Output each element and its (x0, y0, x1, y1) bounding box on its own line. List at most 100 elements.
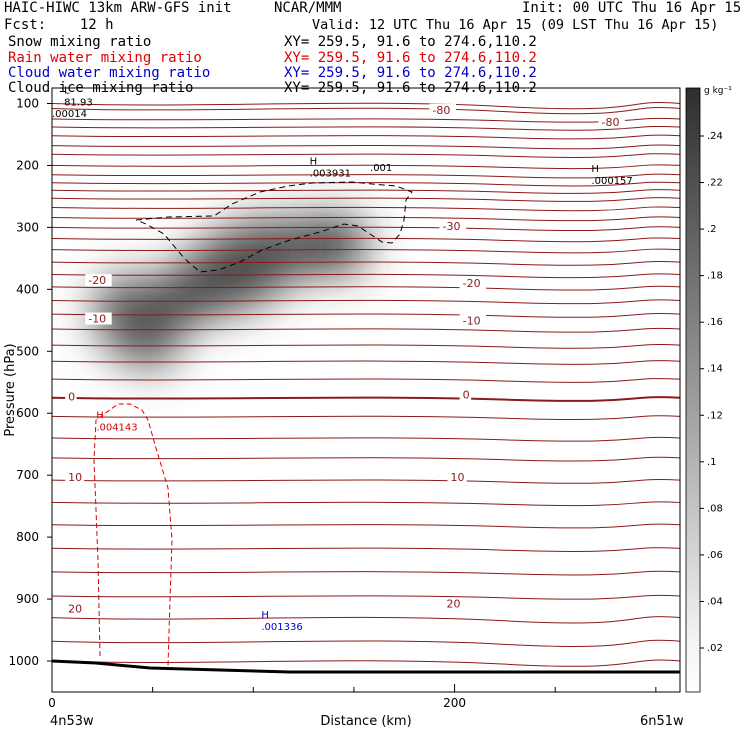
isotherm (51, 125, 681, 131)
isotherm (51, 327, 681, 333)
isotherm (51, 117, 681, 123)
cloud-water-legend-xy: XY= 259.5, 91.6 to 274.6,110.2 (284, 65, 537, 81)
x-tick-label: 0 (48, 696, 56, 710)
isotherm-label: -20 (88, 274, 106, 287)
isotherm (51, 153, 681, 158)
isotherm-label: 0 (463, 389, 470, 402)
isotherm-label: -80 (432, 104, 450, 117)
isotherm-label-bg (429, 103, 456, 116)
isotherm-labels: -80 -80 -30 -20 -20 -10 -10 0 0 10 10 20 20 (65, 103, 625, 615)
terrain-line (51, 659, 680, 674)
isotherm (51, 547, 681, 552)
isotherm (51, 237, 681, 243)
isotherm-label-bg (447, 471, 467, 484)
isotherm (51, 164, 681, 170)
isotherm-label-bg (85, 312, 112, 325)
org-label: NCAR/MMM (274, 0, 342, 16)
colorbar-tick-label: .24 (707, 131, 723, 142)
isotherm (51, 479, 681, 484)
isotherm-label-bg (459, 314, 487, 327)
isotherm-label: -80 (602, 116, 620, 129)
colorbar-tick-label: .22 (707, 178, 723, 189)
isotherm (51, 248, 681, 254)
isotherm-label: -30 (442, 220, 460, 233)
isotherm (51, 396, 681, 402)
colorbar-tick-label: .18 (707, 271, 723, 282)
isotherm (51, 360, 681, 365)
isotherm-label-bg (459, 388, 472, 401)
colorbar-tick-label: .12 (707, 410, 723, 421)
isotherm (51, 456, 681, 462)
isotherm-label: 10 (68, 471, 82, 484)
isotherm (51, 436, 681, 442)
y-tick-label: 900 (16, 592, 39, 606)
isotherm (51, 639, 681, 647)
isotherm (51, 181, 681, 187)
colorbar-tick-label: .14 (707, 364, 723, 375)
isotherm (51, 206, 681, 212)
isotherm-label: -10 (463, 314, 481, 327)
rain-contour (93, 403, 173, 667)
y-tick-label: 1000 (8, 654, 39, 668)
extremum-value: .00014 (52, 109, 87, 120)
x-right-endpoint: 6n51w (640, 714, 684, 729)
colorbar-tick-label: .04 (707, 596, 723, 607)
isotherm (51, 106, 681, 115)
isotherm (51, 260, 681, 266)
x-axis-title: Distance (km) (320, 714, 411, 729)
extremum-letter: H (96, 411, 104, 422)
isotherm (51, 197, 681, 202)
y-tick-label: 700 (16, 468, 39, 482)
y-tick-label: 200 (16, 158, 39, 172)
isotherm-label: 0 (68, 391, 75, 404)
isotherm-label-bg (439, 220, 466, 233)
isotherm (51, 616, 681, 624)
extremum-letter: H (261, 610, 269, 621)
y-axis-title: Pressure (hPa) (3, 343, 18, 436)
isotherm (51, 570, 681, 576)
isotherm (51, 144, 681, 150)
y-tick-label: 300 (16, 220, 39, 234)
init-time: Init: 00 UTC Thu 16 Apr 15 (522, 0, 740, 16)
isotherm-lines (51, 102, 681, 667)
isotherm (51, 189, 681, 194)
x-left-endpoint: 4n53w (50, 714, 94, 729)
isotherm (51, 523, 681, 529)
isotherm (51, 378, 681, 383)
colorbar-tick-label: .02 (707, 643, 723, 654)
isotherm-label: 10 (451, 471, 465, 484)
colorbar-tick-label: .06 (707, 550, 723, 561)
isotherm-label: 20 (68, 602, 82, 615)
extremum-letter: L (64, 85, 70, 96)
isotherm (51, 594, 681, 600)
plot-frame (51, 87, 681, 693)
isotherm (51, 343, 681, 349)
snow-contour (135, 181, 413, 273)
cloud-water-legend-name: Cloud water mixing ratio (8, 65, 211, 81)
isotherm-label-bg (443, 597, 463, 610)
rain-legend-xy: XY= 259.5, 91.6 to 274.6,110.2 (284, 50, 537, 66)
y-tick-label: 400 (16, 282, 39, 296)
extrema-labels: H.003931 H.000157H.004143H.001336L81.93.0… (52, 85, 633, 633)
isotherm (51, 501, 681, 507)
isotherm (51, 102, 681, 110)
colorbar (685, 87, 701, 693)
isotherm-label-bg (85, 274, 112, 287)
isotherm (51, 216, 681, 222)
isotherm-label: -10 (88, 313, 106, 326)
isotherm (51, 173, 681, 179)
extremum-value: .004143 (96, 423, 137, 434)
isotherm-label-bg (65, 602, 85, 615)
isotherm-label-bg (65, 390, 77, 403)
cloud-ice-shading (94, 217, 368, 368)
isotherm-label-bg (459, 277, 487, 290)
colorbar-unit: g kg⁻¹ (704, 86, 732, 96)
colorbar-tick-label: .16 (707, 317, 723, 328)
snow-legend-name: Snow mixing ratio (8, 34, 152, 50)
y-tick-label: 600 (16, 406, 39, 420)
isotherm-label: -20 (463, 277, 481, 290)
x-tick-label: 200 (443, 696, 466, 710)
isotherm (51, 226, 681, 232)
isotherm (51, 415, 681, 420)
